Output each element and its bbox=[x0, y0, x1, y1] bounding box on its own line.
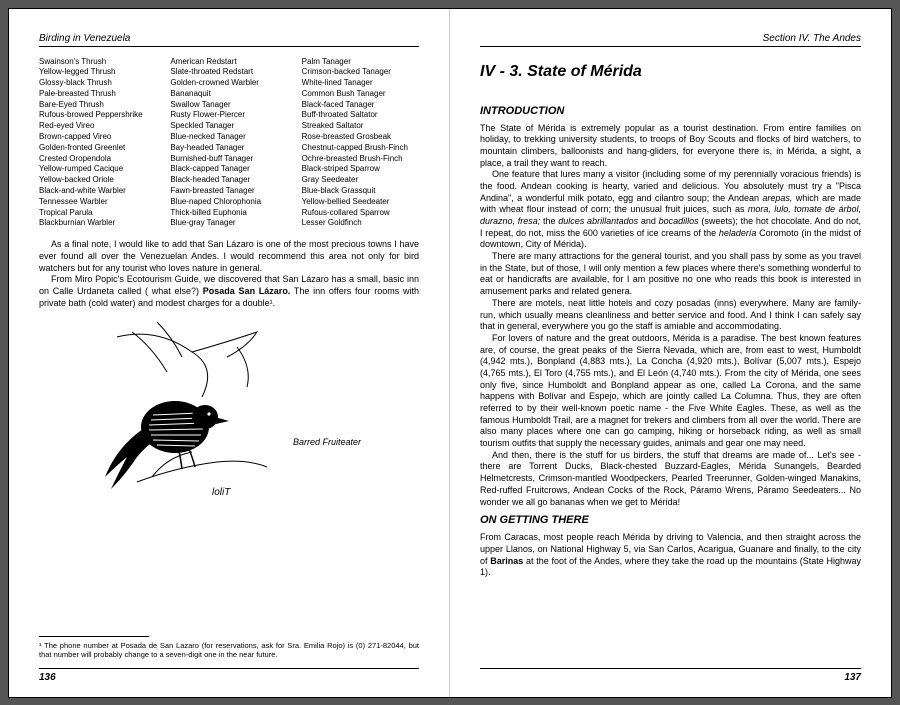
running-head-right: Section IV. The Andes bbox=[480, 33, 861, 47]
species-item: Fawn-breasted Tanager bbox=[170, 186, 287, 197]
species-item: Blue-naped Chlorophonia bbox=[170, 197, 287, 208]
species-item: Lesser Goldfinch bbox=[302, 218, 419, 229]
species-list: Swainson's ThrushYellow-legged ThrushGlo… bbox=[39, 57, 419, 230]
species-item: Glossy-black Thrush bbox=[39, 78, 156, 89]
figure: loliT Barred Fruiteater bbox=[39, 317, 419, 507]
species-item: Black-and-white Warbler bbox=[39, 186, 156, 197]
species-item: Bare-Eyed Thrush bbox=[39, 100, 156, 111]
species-item: Yellow-bellied Seedeater bbox=[302, 197, 419, 208]
right-body-text: The State of Mérida is extremely popular… bbox=[480, 123, 861, 509]
chapter-title: IV - 3. State of Mérida bbox=[480, 63, 861, 81]
species-item: Streaked Saltator bbox=[302, 121, 419, 132]
folio-left: 136 bbox=[39, 668, 419, 683]
species-item: Swallow Tanager bbox=[170, 100, 287, 111]
svg-text:loliT: loliT bbox=[212, 487, 231, 498]
species-item: Chestnut-capped Brush-Finch bbox=[302, 143, 419, 154]
species-item: White-lined Tanager bbox=[302, 78, 419, 89]
species-item: Bay-headed Tanager bbox=[170, 143, 287, 154]
species-item: Bananaquit bbox=[170, 89, 287, 100]
species-item: Black-headed Tanager bbox=[170, 175, 287, 186]
species-item: Pale-breasted Thrush bbox=[39, 89, 156, 100]
species-item: Blackburnian Warbler bbox=[39, 218, 156, 229]
species-item: Gray Seedeater bbox=[302, 175, 419, 186]
species-item: Speckled Tanager bbox=[170, 121, 287, 132]
species-item: Swainson's Thrush bbox=[39, 57, 156, 68]
species-item: Black-faced Tanager bbox=[302, 100, 419, 111]
species-item: Rufous-collared Sparrow bbox=[302, 208, 419, 219]
species-col-2: American RedstartSlate-throated Redstart… bbox=[170, 57, 287, 230]
section-heading: INTRODUCTION bbox=[480, 105, 861, 117]
para: The State of Mérida is extremely popular… bbox=[480, 123, 861, 170]
species-item: Yellow-rumped Cacique bbox=[39, 164, 156, 175]
para: From Caracas, most people reach Mérida b… bbox=[480, 532, 861, 579]
species-item: Red-eyed Vireo bbox=[39, 121, 156, 132]
species-item: Burnished-buff Tanager bbox=[170, 154, 287, 165]
species-item: Crested Oropendola bbox=[39, 154, 156, 165]
species-item: Brown-capped Vireo bbox=[39, 132, 156, 143]
species-item: Yellow-backed Oriole bbox=[39, 175, 156, 186]
page-right: Section IV. The Andes IV - 3. State of M… bbox=[450, 9, 891, 697]
figure-caption: Barred Fruiteater bbox=[293, 437, 361, 507]
footnote-rule bbox=[39, 636, 149, 637]
species-col-1: Swainson's ThrushYellow-legged ThrushGlo… bbox=[39, 57, 156, 230]
species-item: Black-capped Tanager bbox=[170, 164, 287, 175]
para: There are motels, neat little hotels and… bbox=[480, 298, 861, 333]
folio-right: 137 bbox=[480, 668, 861, 683]
para: One feature that lures many a visitor (i… bbox=[480, 169, 861, 251]
para: And then, there is the stuff for us bird… bbox=[480, 450, 861, 508]
species-item: Golden-crowned Warbler bbox=[170, 78, 287, 89]
species-item: Slate-throated Redstart bbox=[170, 67, 287, 78]
para: There are many attractions for the gener… bbox=[480, 251, 861, 298]
species-item: Rose-breasted Grosbeak bbox=[302, 132, 419, 143]
species-item: Tennessee Warbler bbox=[39, 197, 156, 208]
species-col-3: Palm TanagerCrimson-backed TanagerWhite-… bbox=[302, 57, 419, 230]
species-item: Buff-throated Saltator bbox=[302, 110, 419, 121]
species-item: Tropical Parula bbox=[39, 208, 156, 219]
species-item: Blue-gray Tanager bbox=[170, 218, 287, 229]
species-item: Black-striped Sparrow bbox=[302, 164, 419, 175]
species-item: Blue-black Grassquit bbox=[302, 186, 419, 197]
book-spread: Birding in Venezuela Swainson's ThrushYe… bbox=[8, 8, 892, 698]
species-item: Ochre-breasted Brush-Finch bbox=[302, 154, 419, 165]
running-head-left: Birding in Venezuela bbox=[39, 33, 419, 47]
page-left: Birding in Venezuela Swainson's ThrushYe… bbox=[9, 9, 450, 697]
species-item: Common Bush Tanager bbox=[302, 89, 419, 100]
species-item: Palm Tanager bbox=[302, 57, 419, 68]
species-item: Blue-necked Tanager bbox=[170, 132, 287, 143]
species-item: Rufous-browed Peppershrike bbox=[39, 110, 156, 121]
section-heading: ON GETTING THERE bbox=[480, 514, 861, 526]
species-item: Crimson-backed Tanager bbox=[302, 67, 419, 78]
bird-illustration: loliT bbox=[97, 317, 277, 507]
species-item: Thick-billed Euphonia bbox=[170, 208, 287, 219]
footnote: ¹ The phone number at Posada de San Laza… bbox=[39, 641, 419, 660]
left-body-text: As a final note, I would like to add tha… bbox=[39, 239, 419, 309]
species-item: Yellow-legged Thrush bbox=[39, 67, 156, 78]
para: As a final note, I would like to add tha… bbox=[39, 239, 419, 274]
species-item: Rusty Flower-Piercer bbox=[170, 110, 287, 121]
para: From Miro Popic's Ecotourism Guide, we d… bbox=[39, 274, 419, 309]
right-body-text-2: From Caracas, most people reach Mérida b… bbox=[480, 532, 861, 579]
species-item: Golden-fronted Greenlet bbox=[39, 143, 156, 154]
species-item: American Redstart bbox=[170, 57, 287, 68]
para: For lovers of nature and the great outdo… bbox=[480, 333, 861, 450]
